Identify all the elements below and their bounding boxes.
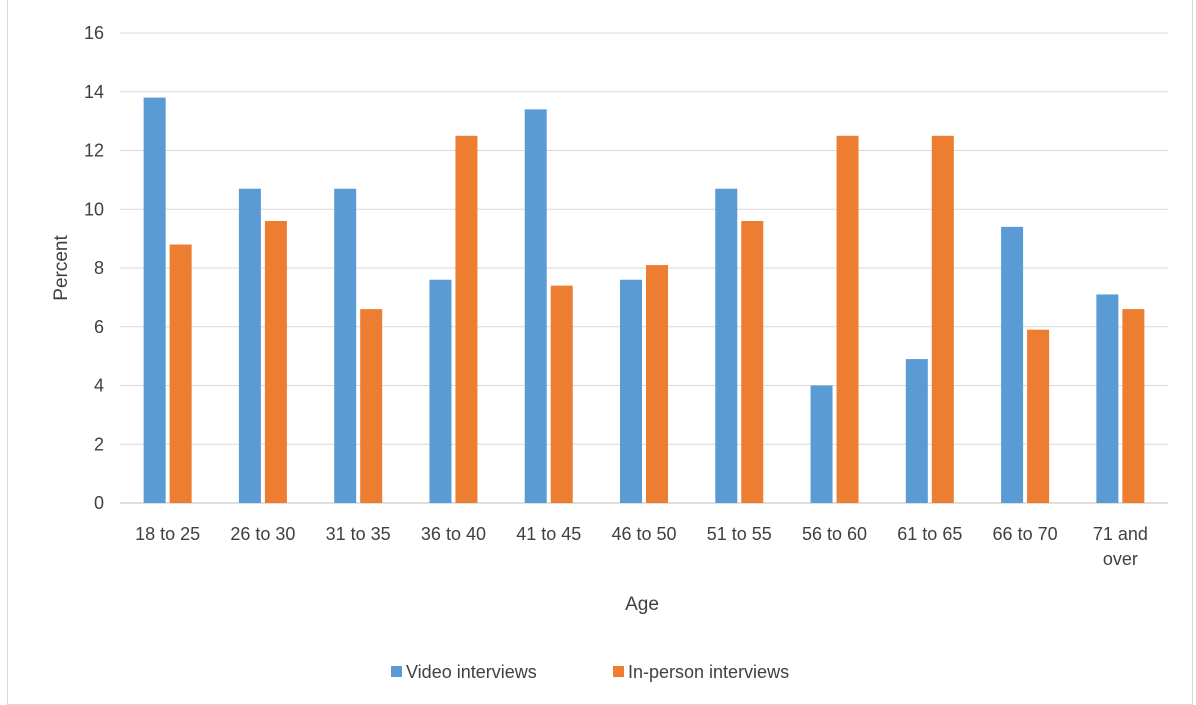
bar-in-person-7 [836,135,859,503]
legend: Video interviews In-person interviews [391,662,789,682]
x-tick-label: 56 to 60 [802,524,867,544]
y-tick-label: 8 [94,258,104,278]
bar-in-person-5 [646,265,668,503]
bar-video-2 [334,188,357,503]
x-tick-label: 46 to 50 [611,524,676,544]
bar-video-10 [1096,294,1119,503]
bar-in-person-1 [264,221,287,503]
bar-video-8 [905,359,928,503]
bar-video-7 [810,385,833,503]
x-tick-label: 41 to 45 [516,524,581,544]
bar-in-person-9 [1027,329,1050,503]
bar-in-person-10 [1122,309,1145,503]
y-axis-ticks: 0 2 4 6 8 10 12 14 16 [84,23,104,513]
y-tick-label: 6 [94,317,104,337]
y-tick-label: 12 [84,141,104,161]
bar-video-4 [524,109,547,503]
bar-video-5 [620,279,642,503]
chart-frame [7,0,1193,705]
x-tick-label: 61 to 65 [897,524,962,544]
legend-swatch-video [391,666,402,677]
legend-swatch-in-person [613,666,624,677]
gridlines [120,32,1168,504]
bar-video-6 [715,188,738,503]
bar-in-person-8 [931,135,954,503]
y-tick-label: 10 [84,199,104,219]
y-tick-label: 2 [94,434,104,454]
x-tick-label: 26 to 30 [230,524,295,544]
bar-in-person-3 [455,135,478,503]
bar-video-3 [429,279,452,503]
x-axis-title: Age [625,594,659,615]
legend-label-video: Video interviews [406,662,537,682]
bar-in-person-4 [550,285,573,503]
x-tick-label: 31 to 35 [326,524,391,544]
bar-in-person-2 [360,309,383,503]
x-tick-label: 66 to 70 [993,524,1058,544]
y-tick-label: 4 [94,376,104,396]
y-axis-title: Percent [51,235,72,301]
bar-video-9 [1001,226,1024,503]
x-tick-label: 51 to 55 [707,524,772,544]
y-tick-label: 16 [84,23,104,43]
bar-in-person-0 [169,244,192,503]
x-tick-label: 18 to 25 [135,524,200,544]
x-axis-ticks: 18 to 25 26 to 30 31 to 35 36 to 40 41 to 45… [135,524,1148,569]
y-tick-label: 14 [84,82,104,102]
legend-label-in-person: In-person interviews [628,662,789,682]
x-tick-label: 36 to 40 [421,524,486,544]
bar-in-person-6 [741,221,764,503]
bar-video-1 [238,188,261,503]
x-tick-label: 71 and [1093,524,1148,544]
x-tick-label: over [1103,549,1138,569]
bars [143,97,1145,503]
y-tick-label: 0 [94,493,104,513]
bar-video-0 [143,97,166,503]
